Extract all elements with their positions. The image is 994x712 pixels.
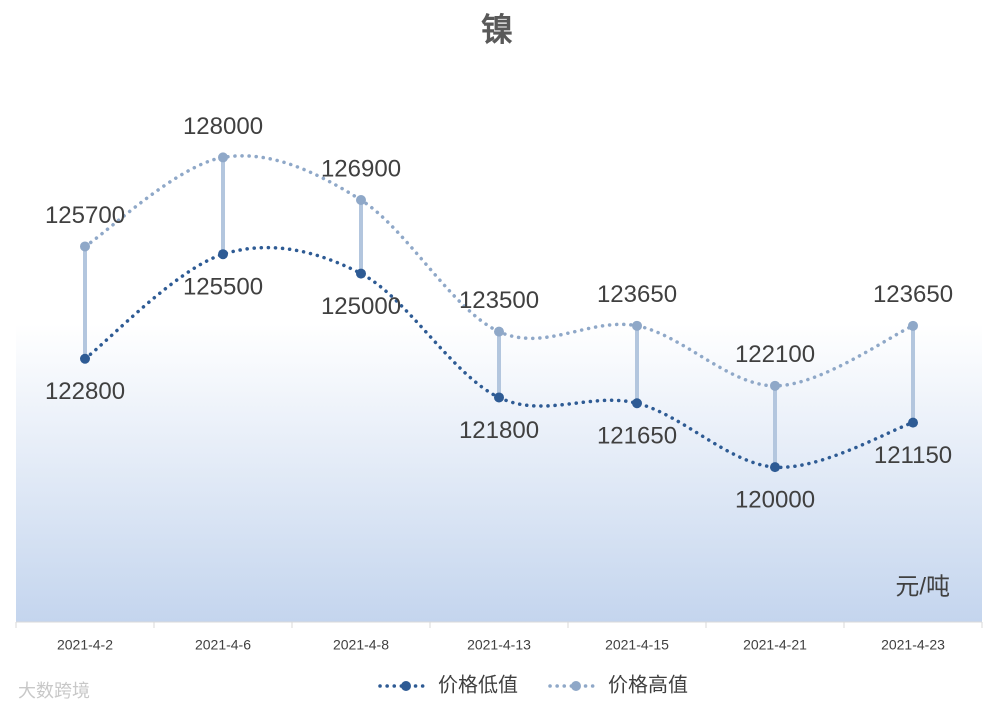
data-label: 123650 [597,281,677,308]
legend-marker [401,681,411,691]
data-label: 128000 [183,113,263,140]
data-label: 122800 [45,378,125,405]
data-point [908,417,918,428]
data-label: 125500 [183,274,263,301]
data-point [356,195,366,206]
data-label: 126900 [321,155,401,182]
x-tick-label: 2021-4-2 [57,637,113,653]
x-tick-label: 2021-4-15 [605,637,669,653]
watermark: 大数跨境 [18,681,90,701]
data-point [632,398,642,409]
data-point [770,462,780,473]
unit-annotation: 元/吨 [895,573,950,600]
data-label: 125000 [321,293,401,320]
data-point [908,320,918,331]
legend-marker [571,681,581,691]
data-point [80,241,90,252]
data-point [494,392,504,403]
data-label: 122100 [735,341,815,368]
data-point [356,268,366,279]
data-label: 125700 [45,202,125,229]
data-point [218,152,228,163]
x-tick-label: 2021-4-23 [881,637,945,653]
data-point [632,320,642,331]
data-point [218,249,228,260]
legend-label: 价格高值 [608,673,688,696]
data-point [494,326,504,337]
data-label: 120000 [735,486,815,513]
data-label: 121800 [459,417,539,444]
data-label: 121650 [597,423,677,450]
data-label: 123650 [873,281,953,308]
x-tick-label: 2021-4-8 [333,637,389,653]
x-tick-label: 2021-4-6 [195,637,251,653]
chart-title: 镍 [481,11,513,47]
legend-label: 价格低值 [438,673,518,696]
data-point [80,353,90,364]
data-label: 121150 [874,442,952,469]
x-tick-label: 2021-4-13 [467,637,531,653]
data-label: 123500 [459,287,539,314]
x-tick-label: 2021-4-21 [743,637,807,653]
data-point [770,380,780,391]
